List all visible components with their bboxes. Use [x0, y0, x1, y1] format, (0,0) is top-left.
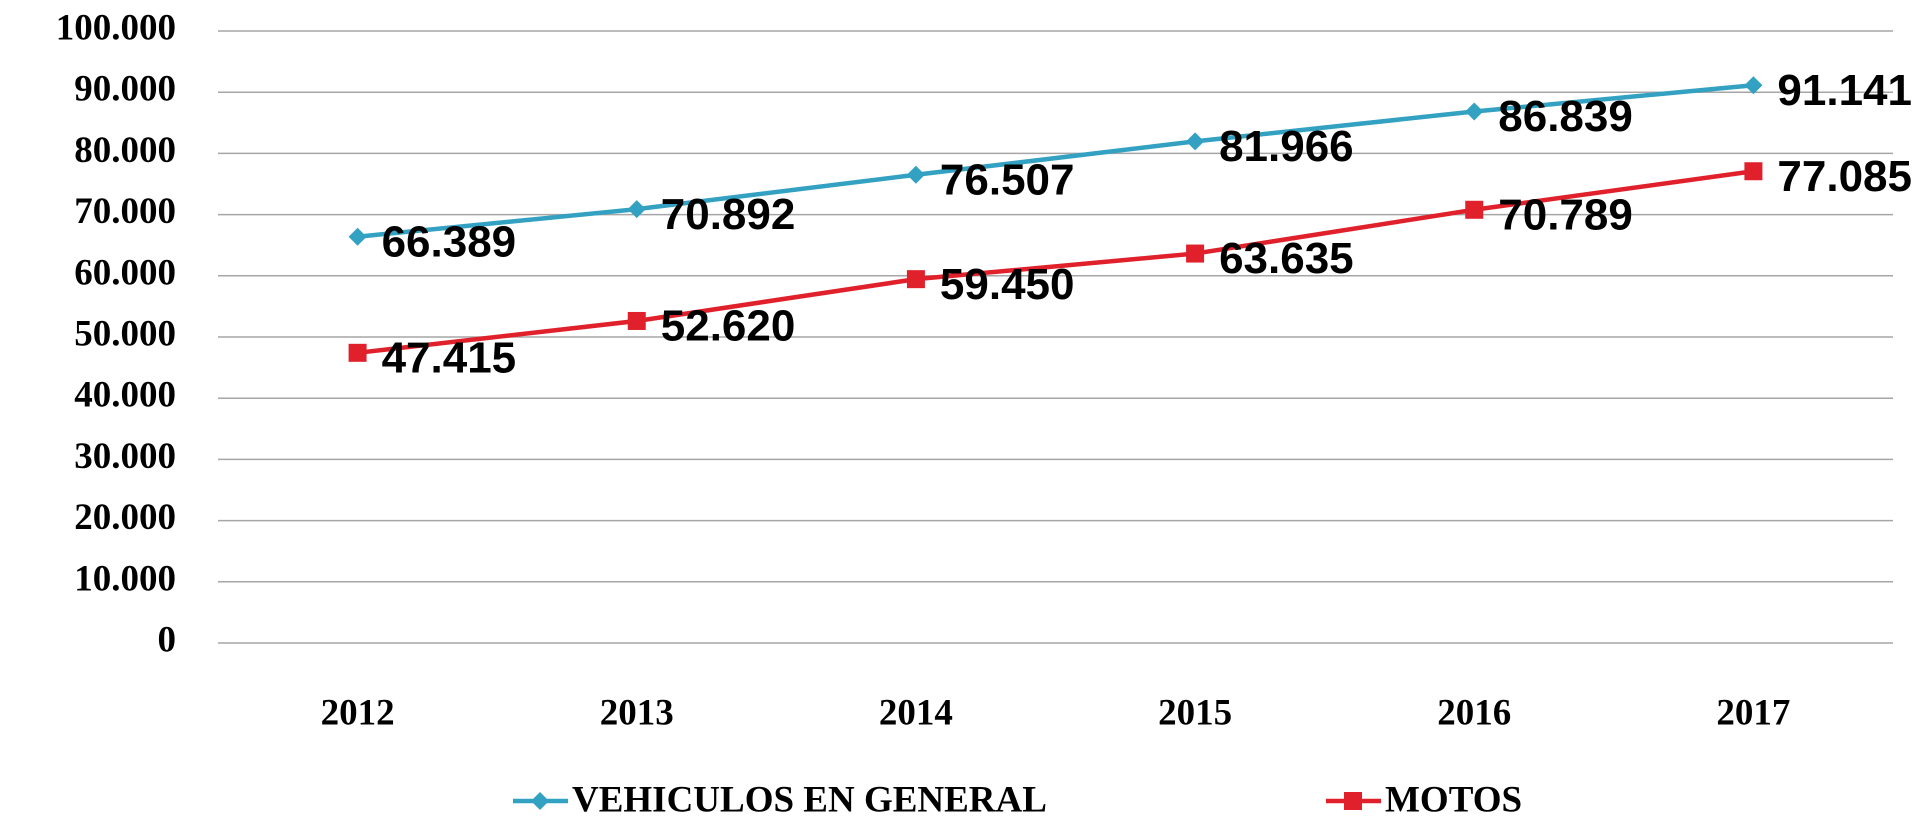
data-point: [1465, 102, 1484, 121]
series-line: [357, 82, 1754, 239]
data-point: [1186, 132, 1205, 151]
data-point: [348, 227, 367, 246]
x-tick-label: 2014: [879, 692, 953, 733]
data-label: 70.892: [661, 190, 796, 239]
y-tick-label: 50.000: [74, 313, 176, 354]
y-tick-label: 100.000: [56, 7, 176, 48]
y-tick-label: 10.000: [74, 558, 176, 599]
y-tick-label: 20.000: [74, 497, 176, 538]
legend-marker: [531, 792, 549, 810]
data-label: 81.966: [1219, 122, 1354, 171]
data-point: [1186, 244, 1205, 263]
y-tick-label: 40.000: [74, 375, 176, 416]
data-label: 70.789: [1498, 190, 1633, 239]
legend-label: MOTOS: [1385, 779, 1522, 818]
series-line: [357, 169, 1754, 356]
y-tick-label: 90.000: [74, 69, 176, 110]
data-point: [627, 311, 646, 330]
legend-label: VEHICULOS EN GENERAL: [572, 779, 1047, 818]
x-tick-label: 2017: [1716, 692, 1790, 733]
y-tick-label: 60.000: [74, 252, 176, 293]
data-point: [906, 165, 925, 184]
data-label: 91.141: [1777, 66, 1912, 115]
data-point: [1744, 76, 1763, 95]
data-point: [627, 200, 646, 219]
y-tick-label: 80.000: [74, 130, 176, 171]
data-label: 52.620: [661, 302, 796, 351]
y-tick-label: 30.000: [74, 436, 176, 477]
data-label: 76.507: [940, 155, 1075, 204]
x-tick-label: 2015: [1158, 692, 1232, 733]
data-label: 47.415: [382, 333, 517, 382]
y-tick-label: 70.000: [74, 191, 176, 232]
x-tick-label: 2012: [321, 692, 395, 733]
legend-marker: [1344, 792, 1362, 810]
data-label: 86.839: [1498, 92, 1633, 141]
data-label: 63.635: [1219, 234, 1354, 283]
y-tick-label: 0: [158, 619, 177, 660]
data-point: [1744, 162, 1763, 181]
data-point: [348, 343, 367, 362]
data-point: [1465, 200, 1484, 219]
data-label: 59.450: [940, 260, 1075, 309]
data-label: 66.389: [382, 217, 517, 266]
data-label: 77.085: [1777, 152, 1912, 201]
data-point: [906, 270, 925, 289]
x-tick-label: 2013: [600, 692, 674, 733]
x-tick-label: 2016: [1437, 692, 1511, 733]
